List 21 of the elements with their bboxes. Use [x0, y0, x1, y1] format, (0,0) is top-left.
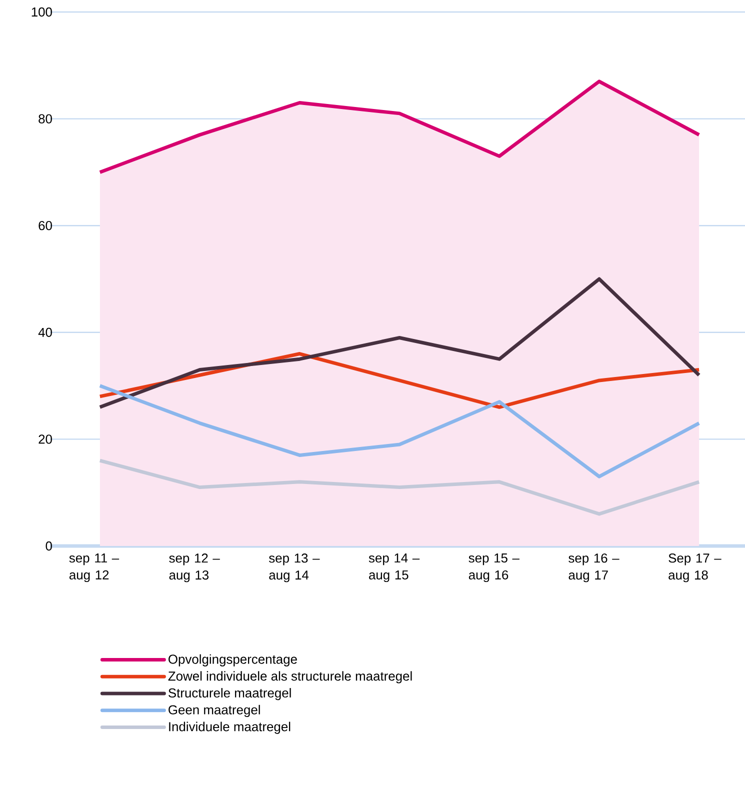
x-tick-label: sep 11 – aug 12	[69, 554, 120, 582]
legend-label: Structurele maatregel	[168, 688, 291, 700]
legend-label: Zowel individuele als structurele maatregel	[168, 671, 412, 684]
line-series	[98, 384, 701, 478]
x-tick-label: sep 16 – aug 17	[568, 554, 620, 582]
legend-label: Opvolgingspercentage	[168, 654, 297, 666]
y-tick-label: 40	[38, 328, 52, 337]
line-series	[98, 458, 701, 516]
y-tick-label: 60	[38, 221, 52, 230]
y-tick-label: 0	[46, 541, 52, 551]
legend-label: Individuele maatregel	[169, 722, 290, 734]
y-tick-label: 80	[38, 114, 52, 124]
x-tick-label: sep 14 – aug 15	[368, 554, 420, 582]
x-tick-label: sep 15 – aug 16	[468, 554, 520, 582]
x-tick-label: sep 13 – aug 14	[269, 554, 320, 582]
legend-label: Geen maatregel	[168, 704, 260, 717]
y-tick-label: 100	[32, 7, 52, 17]
x-tick-label: sep 12 – aug 13	[169, 554, 220, 582]
x-tick-label: Sep 17 – aug 18	[668, 554, 722, 582]
y-tick-label: 20	[38, 434, 52, 444]
line-series	[98, 277, 701, 409]
